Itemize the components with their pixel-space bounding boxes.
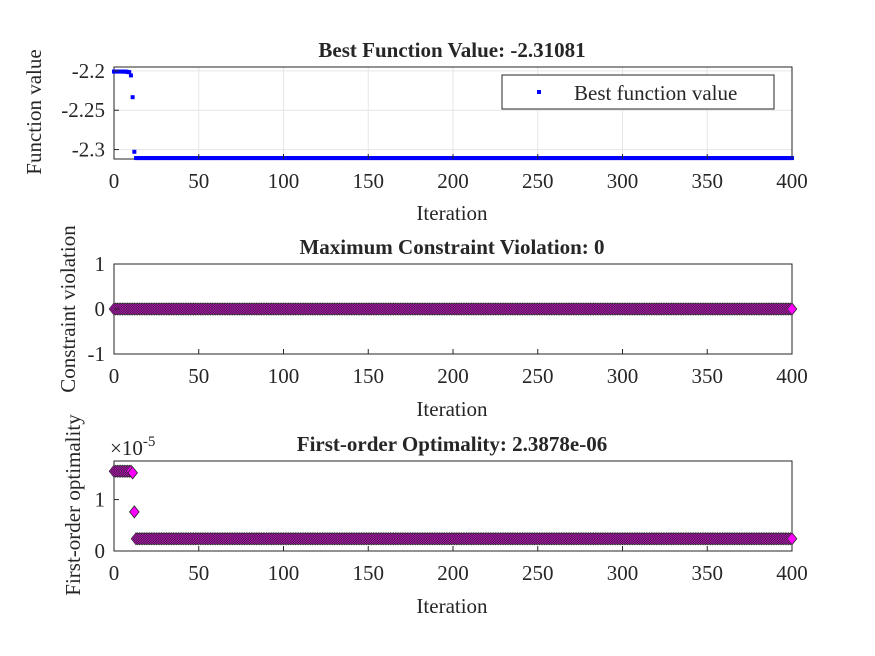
y-tick-labels: 10 [95, 488, 119, 563]
y-axis-label: Function value [22, 49, 46, 174]
y-tick-label: -2.3 [72, 138, 105, 162]
x-tick-label: 350 [692, 169, 724, 193]
constraint-violation-plot: 0 50 100 150 200 250 300 350 400 10-1 Maximum Co… [56, 225, 808, 421]
x-tick-label: 200 [437, 561, 469, 585]
y-tick-label: 1 [95, 252, 106, 276]
data-point [786, 532, 798, 546]
x-tick-label: 150 [353, 169, 385, 193]
data-point [132, 149, 137, 154]
x-tick-label: 250 [522, 561, 554, 585]
x-tick-label: 300 [607, 561, 639, 585]
legend-label: Best function value [574, 81, 737, 105]
x-tick-label: 300 [607, 169, 639, 193]
y-axis-label: Constraint violation [56, 225, 80, 393]
x-axis-label: Iteration [416, 397, 488, 421]
data-point [127, 466, 138, 480]
x-tick-label: 0 [109, 364, 120, 388]
data-point [128, 73, 133, 78]
x-tick-labels: 0 50 100 150 200 250 300 350 400 [109, 154, 808, 193]
x-tick-label: 250 [522, 364, 554, 388]
legend: Best function value [501, 74, 775, 110]
y-exponent-label: ×10-5 [110, 434, 155, 460]
y-tick-label: -2.25 [61, 98, 105, 122]
x-axis-label: Iteration [416, 594, 488, 618]
x-tick-label: 0 [109, 561, 120, 585]
y-tick-label: 0 [95, 539, 106, 563]
legend-marker [537, 90, 541, 94]
x-tick-label: 400 [776, 169, 808, 193]
x-tick-labels: 0 50 100 150 200 250 300 350 400 [109, 349, 808, 388]
plot-title: Best Function Value: -2.31081 [318, 38, 585, 62]
y-axis-label: First-order optimality [61, 414, 85, 596]
data-point [129, 505, 140, 519]
y-tick-label: -2.2 [72, 59, 105, 83]
x-tick-label: 100 [268, 169, 300, 193]
x-tick-label: 400 [776, 364, 808, 388]
x-tick-label: 400 [776, 561, 808, 585]
data-points [112, 69, 794, 161]
x-tick-label: 50 [188, 169, 209, 193]
x-tick-label: 0 [109, 169, 120, 193]
data-point [130, 95, 135, 100]
x-tick-labels: 0 50 100 150 200 250 300 350 400 [109, 546, 808, 585]
data-point [127, 70, 132, 75]
first-order-optimality-plot: 0 50 100 150 200 250 300 350 400 10 First-order … [61, 414, 808, 618]
x-tick-label: 50 [188, 364, 209, 388]
y-exponent-base: ×10 [110, 436, 143, 460]
y-tick-label: 0 [95, 297, 106, 321]
data-point [786, 302, 798, 316]
y-tick-label: -1 [88, 342, 106, 366]
x-tick-label: 300 [607, 364, 639, 388]
data-points [108, 302, 798, 316]
x-tick-label: 150 [353, 364, 385, 388]
x-tick-label: 50 [188, 561, 209, 585]
plot-title: Maximum Constraint Violation: 0 [299, 235, 604, 259]
x-tick-label: 350 [692, 364, 724, 388]
x-tick-label: 200 [437, 169, 469, 193]
x-tick-label: 100 [268, 364, 300, 388]
x-tick-label: 350 [692, 561, 724, 585]
x-tick-label: 200 [437, 364, 469, 388]
x-tick-label: 250 [522, 169, 554, 193]
x-tick-label: 150 [353, 561, 385, 585]
best-function-value-plot: 0 50 100 150 200 250 300 350 400 -2.2 -2.25 -2.3 B… [22, 38, 808, 225]
plot-title: First-order Optimality: 2.3878e-06 [297, 432, 607, 456]
y-tick-label: 1 [95, 488, 106, 512]
legend-box [501, 74, 775, 110]
y-tick-labels: 1 0 -1 [88, 252, 119, 366]
data-points [108, 464, 798, 546]
y-tick-labels: -2.2 -2.25 -2.3 [61, 59, 119, 162]
x-tick-label: 100 [268, 561, 300, 585]
y-exponent-power: -5 [143, 434, 156, 450]
x-axis-label: Iteration [416, 201, 488, 225]
